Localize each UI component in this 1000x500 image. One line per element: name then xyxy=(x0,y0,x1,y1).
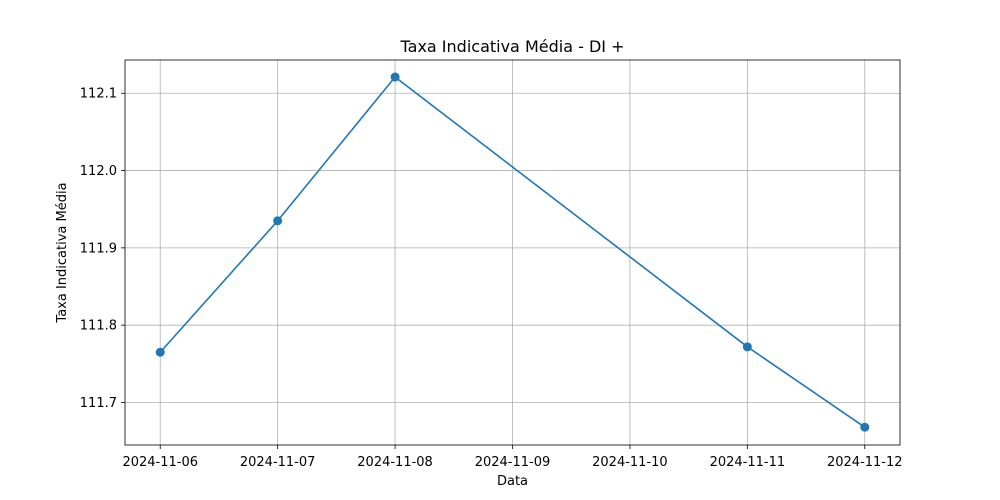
y-axis-label: Taxa Indicativa Média xyxy=(55,182,70,323)
x-tick-label: 2024-11-06 xyxy=(122,455,198,470)
y-tick-label: 111.8 xyxy=(80,319,117,334)
data-point xyxy=(390,72,400,82)
x-tick-label: 2024-11-11 xyxy=(710,455,786,470)
x-axis-label: Data xyxy=(497,474,528,489)
y-tick-label: 111.9 xyxy=(80,241,117,256)
y-tick-label: 112.1 xyxy=(80,87,117,102)
series-layer xyxy=(155,72,870,432)
grid-lines xyxy=(125,60,900,445)
x-tick-label: 2024-11-12 xyxy=(827,455,903,470)
x-axis: 2024-11-06 2024-11-07 2024-11-08 2024-11-09… xyxy=(122,445,903,470)
x-tick-label: 2024-11-08 xyxy=(357,455,433,470)
data-point xyxy=(742,342,752,352)
data-point xyxy=(155,347,165,357)
data-point xyxy=(860,422,870,432)
chart-title: Taxa Indicativa Média - DI + xyxy=(400,37,625,56)
y-axis: 111.7 111.8 111.9 112.0 112.1 xyxy=(80,87,125,411)
x-tick-label: 2024-11-10 xyxy=(592,455,668,470)
y-tick-label: 112.0 xyxy=(80,164,117,179)
x-tick-label: 2024-11-09 xyxy=(475,455,551,470)
data-point xyxy=(273,216,283,226)
y-tick-label: 111.7 xyxy=(80,396,117,411)
x-tick-label: 2024-11-07 xyxy=(240,455,316,470)
